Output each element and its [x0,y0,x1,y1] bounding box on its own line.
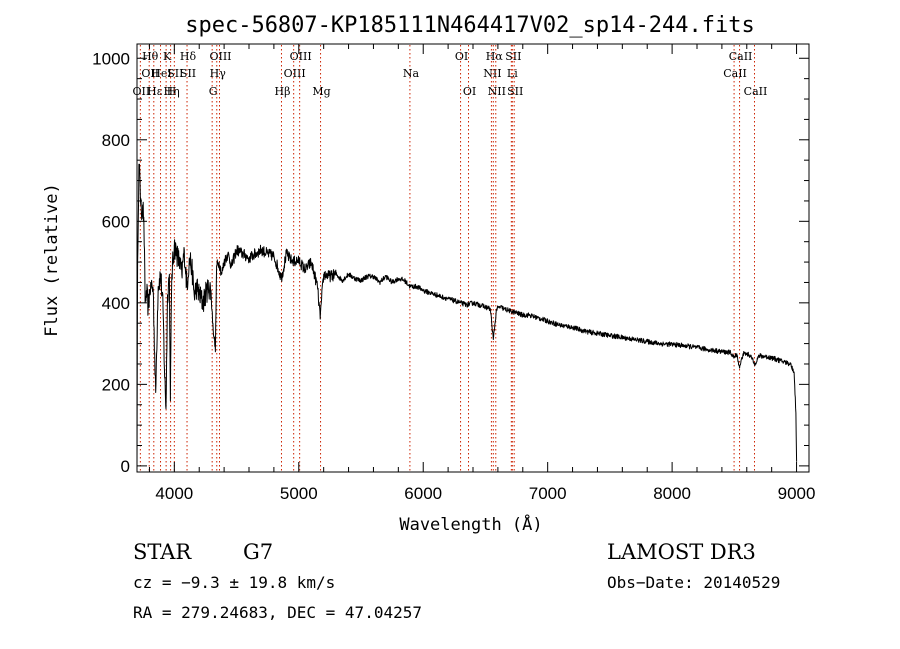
line-mark-label: Hη [164,85,180,98]
line-mark-label: Mg [312,85,330,98]
y-tick-label: 200 [102,375,130,394]
line-mark-label: Hδ [180,50,197,63]
line-mark-label: OI [455,50,468,63]
line-mark-label: SII [507,85,523,98]
line-mark-label: Hα [486,50,504,63]
y-tick-label: 800 [102,131,130,150]
series-layer [136,163,798,464]
line-mark-label: Hγ [210,67,227,80]
x-axis-label: Wavelength (Å) [399,513,542,535]
chart-title: spec-56807-KP185111N464417V02_sp14-244.f… [185,13,755,38]
line-mark-label: SII [180,67,196,80]
line-mark-label: CaII [723,67,747,80]
sky-coordinates: RA = 279.24683, DEC = 47.04257 [133,603,422,622]
line-mark-label: Hθ [142,50,159,63]
line-mark-label: SII [505,50,521,63]
x-tick-label: 7000 [529,484,567,503]
plot-frame [136,43,810,473]
y-tick-label: 0 [121,457,130,476]
line-mark-label: Hβ [275,85,291,98]
line-mark-label: H [167,85,177,98]
line-mark-label: HeI [151,67,171,80]
series-flux-line [136,163,798,464]
line-mark-label: OII [141,67,159,80]
line-mark-label: G [209,85,218,98]
survey-name: LAMOST DR3 [607,540,756,564]
axes-layer: 4000 5000 6000 7000 8000 9000 0 200 400 600 800 100… [92,44,815,503]
observation-date: Obs−Date: 20140529 [607,573,781,592]
object-subclass: G7 [243,540,274,564]
line-mark-label: Na [403,67,420,80]
line-mark-label: NII [483,67,501,80]
line-mark-label: OI [463,85,476,98]
line-mark-label: OIII [209,50,231,63]
x-tick-label: 5000 [280,484,318,503]
line-mark-label: NII [488,85,506,98]
line-mark-label: K [163,50,172,63]
line-mark-label: OIII [284,67,306,80]
y-tick-label: 600 [102,212,130,231]
line-mark-label: CaII [744,85,768,98]
y-tick-label: 1000 [92,49,130,68]
x-tick-label: 8000 [653,484,691,503]
y-axis-label: Flux (relative) [42,183,62,337]
x-tick-label: 9000 [778,484,816,503]
x-tick-label: 6000 [404,484,442,503]
line-mark-label: OIII [290,50,312,63]
x-tick-label: 4000 [155,484,193,503]
redshift-velocity: cz = −9.3 ± 19.8 km/s [133,573,336,592]
line-mark-label: Hε [147,85,163,98]
line-mark-label: CaII [729,50,753,63]
object-class: STAR [133,540,192,564]
y-tick-label: 400 [102,294,130,313]
line-mark-label: SII [167,67,183,80]
